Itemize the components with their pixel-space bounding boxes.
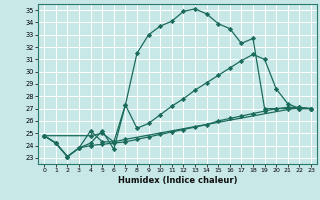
- X-axis label: Humidex (Indice chaleur): Humidex (Indice chaleur): [118, 176, 237, 185]
